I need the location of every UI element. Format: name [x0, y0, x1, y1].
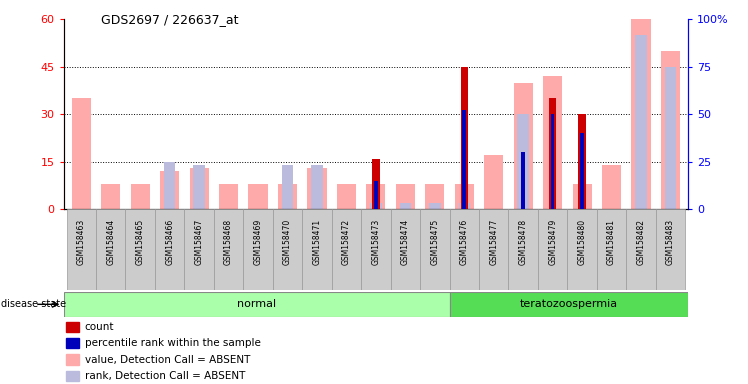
Text: percentile rank within the sample: percentile rank within the sample [85, 338, 260, 348]
Bar [337, 184, 356, 209]
Text: GSM158463: GSM158463 [77, 219, 86, 265]
Bar [131, 184, 150, 209]
Bar [374, 181, 378, 209]
Text: GSM158467: GSM158467 [194, 219, 203, 265]
Text: GSM158483: GSM158483 [666, 219, 675, 265]
Text: GSM158473: GSM158473 [371, 219, 381, 265]
Bar [311, 165, 322, 209]
Bar [248, 184, 268, 209]
Bar [390, 209, 420, 290]
Bar [67, 354, 79, 365]
Text: GSM158478: GSM158478 [518, 219, 527, 265]
Text: GSM158475: GSM158475 [430, 219, 439, 265]
Bar [626, 209, 656, 290]
Bar [64, 292, 450, 317]
Bar [450, 209, 479, 290]
Bar [331, 209, 361, 290]
Text: GSM158474: GSM158474 [401, 219, 410, 265]
Bar [514, 83, 533, 209]
Bar [243, 209, 273, 290]
Text: GSM158481: GSM158481 [607, 219, 616, 265]
Bar [126, 209, 155, 290]
Bar [521, 152, 525, 209]
Bar [455, 184, 473, 209]
Bar [282, 165, 293, 209]
Bar [370, 203, 381, 209]
Text: GSM158472: GSM158472 [342, 219, 351, 265]
Bar [373, 159, 379, 209]
Bar [518, 114, 529, 209]
Bar [661, 51, 680, 209]
Text: GSM158469: GSM158469 [254, 219, 263, 265]
Text: GSM158471: GSM158471 [313, 219, 322, 265]
Bar [484, 156, 503, 209]
Text: GSM158464: GSM158464 [106, 219, 115, 265]
Bar [597, 209, 626, 290]
Text: count: count [85, 322, 114, 332]
Bar [302, 209, 331, 290]
Bar [572, 184, 592, 209]
Bar [361, 209, 390, 290]
Bar [399, 203, 411, 209]
Bar [450, 292, 688, 317]
Text: GSM158480: GSM158480 [577, 219, 586, 265]
Bar [509, 209, 538, 290]
Bar [278, 184, 297, 209]
Bar [101, 184, 120, 209]
Text: GSM158466: GSM158466 [165, 219, 174, 265]
Bar [96, 209, 126, 290]
Bar [67, 209, 96, 290]
Bar [214, 209, 243, 290]
Bar [631, 19, 651, 209]
Bar [461, 67, 468, 209]
Bar [538, 209, 568, 290]
Bar [367, 184, 385, 209]
Bar [602, 165, 621, 209]
Bar [665, 67, 676, 209]
Text: normal: normal [237, 299, 277, 310]
Bar [184, 209, 214, 290]
Bar [543, 76, 562, 209]
Text: GSM158482: GSM158482 [637, 219, 646, 265]
Text: GSM158479: GSM158479 [548, 219, 557, 265]
Bar [549, 98, 557, 209]
Bar [72, 98, 91, 209]
Bar [219, 184, 238, 209]
Bar [189, 168, 209, 209]
Bar [193, 165, 205, 209]
Bar [155, 209, 184, 290]
Text: GSM158476: GSM158476 [460, 219, 469, 265]
Bar [307, 168, 327, 209]
Bar [656, 209, 685, 290]
Bar [635, 35, 647, 209]
Bar [396, 184, 415, 209]
Bar [429, 203, 441, 209]
Bar [459, 203, 470, 209]
Text: rank, Detection Call = ABSENT: rank, Detection Call = ABSENT [85, 371, 245, 381]
Text: teratozoospermia: teratozoospermia [520, 299, 619, 310]
Text: GSM158470: GSM158470 [283, 219, 292, 265]
Bar [551, 114, 554, 209]
Bar [479, 209, 509, 290]
Text: GDS2697 / 226637_at: GDS2697 / 226637_at [101, 13, 239, 26]
Bar [67, 338, 79, 348]
Bar [568, 209, 597, 290]
Text: GSM158477: GSM158477 [489, 219, 498, 265]
Text: disease state: disease state [1, 299, 66, 310]
Bar [67, 371, 79, 381]
Bar [160, 171, 180, 209]
Bar [164, 162, 175, 209]
Bar [67, 322, 79, 332]
Text: GSM158465: GSM158465 [135, 219, 144, 265]
Text: value, Detection Call = ABSENT: value, Detection Call = ABSENT [85, 354, 250, 364]
Bar [273, 209, 302, 290]
Bar [578, 114, 586, 209]
Bar [462, 111, 466, 209]
Text: GSM158468: GSM158468 [224, 219, 233, 265]
Bar [580, 133, 584, 209]
Bar [425, 184, 444, 209]
Bar [420, 209, 450, 290]
